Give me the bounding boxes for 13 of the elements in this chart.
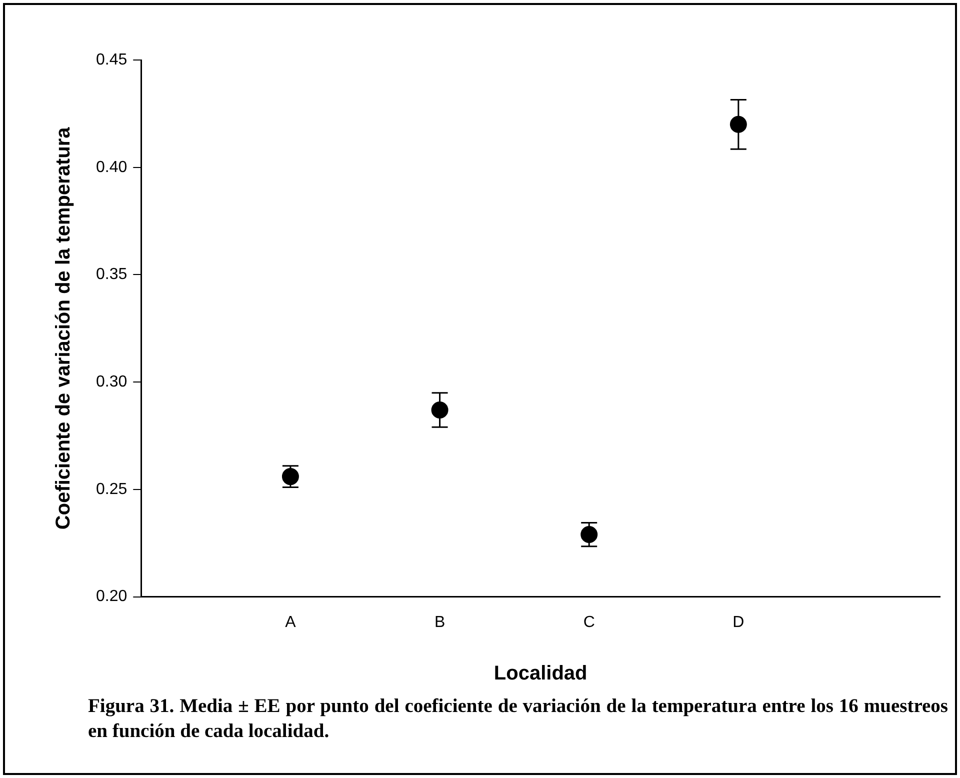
x-tick-label: D <box>732 614 744 631</box>
x-tick-label: C <box>583 614 595 631</box>
y-axis-title: Coeficiente de variación de la temperatura <box>52 126 75 530</box>
x-tick-label: B <box>434 614 446 631</box>
y-tick-label: 0.35 <box>96 266 128 284</box>
y-tick-label: 0.25 <box>96 480 128 498</box>
y-tick-label: 0.40 <box>96 158 128 176</box>
text: Figura 31. Media ± EE por punto del coeficiente de variación de la temperatura entre los 16 muestreos en función de cada localidad. <box>88 695 948 744</box>
y-tick-label: 0.20 <box>96 588 128 606</box>
y-tick-label: 0.45 <box>96 51 128 68</box>
x-axis-title: Localidad <box>494 662 588 685</box>
x-tick-label: A <box>285 614 296 631</box>
y-tick-label: 0.30 <box>96 373 128 390</box>
